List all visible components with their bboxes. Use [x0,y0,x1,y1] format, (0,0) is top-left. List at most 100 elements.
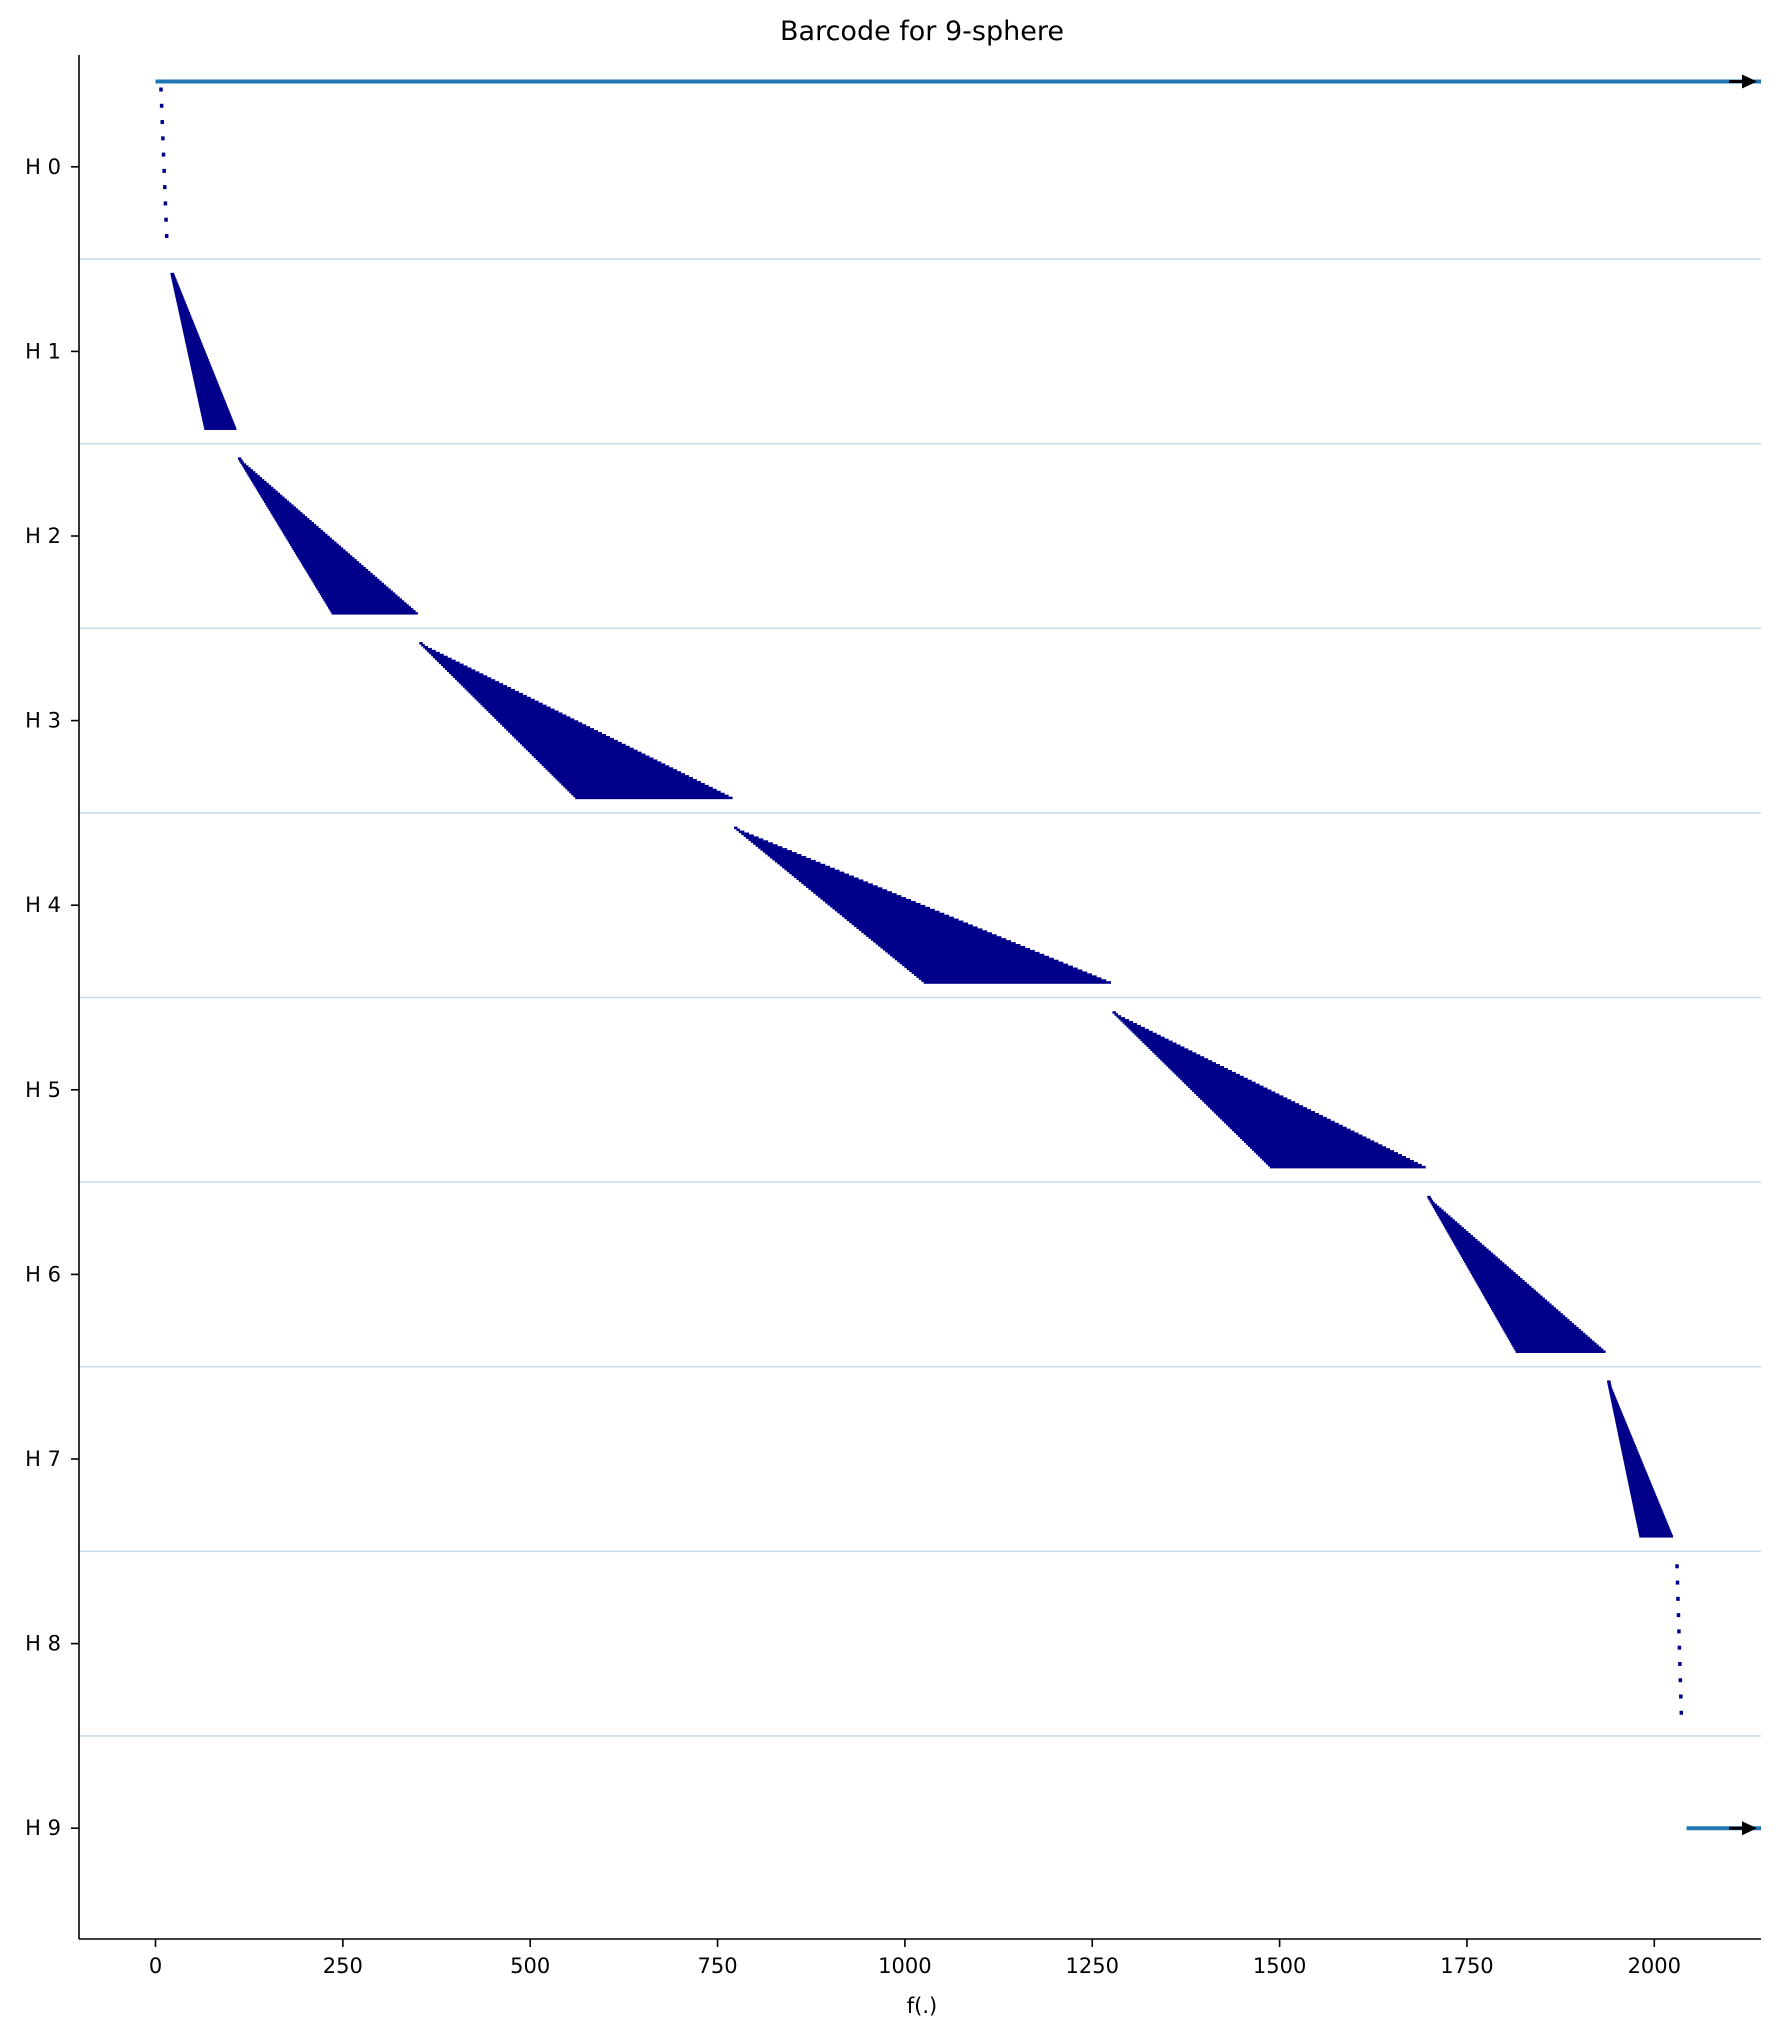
bar-h7 [1629,1490,1655,1493]
bar-h4 [765,852,797,855]
bar-h7 [1627,1476,1649,1479]
bar-h4 [746,836,759,839]
bar-h5 [1122,1021,1134,1024]
bar-h6 [1445,1227,1464,1230]
bar-h1 [195,386,220,389]
bar-h3 [431,653,444,657]
bar-h1 [173,288,181,292]
bar-h6 [1467,1266,1509,1269]
bar-h3 [435,657,452,661]
bar-h1 [186,345,204,348]
chart-title: Barcode for 9-sphere [780,16,1064,47]
bar-h3 [439,661,460,665]
bar-h1 [173,286,180,290]
bar-h1 [179,315,192,319]
bar-h4 [861,930,988,933]
bar-h1 [181,323,195,327]
bar-h5 [1150,1048,1189,1051]
bar-h5 [1212,1109,1312,1112]
bar-h2 [328,606,412,609]
bar-h5 [1190,1087,1268,1091]
bar-h5 [1194,1091,1276,1095]
bar-h4 [743,834,754,838]
bar-h3 [529,751,642,755]
bar-h5 [1128,1026,1145,1030]
bar-h5 [1255,1152,1399,1155]
bar-h5 [1126,1024,1141,1028]
bar-h2 [284,533,328,537]
bar-h5 [1265,1161,1418,1165]
bar-h7 [1624,1462,1644,1466]
bar-h2 [311,578,380,582]
bar-h3 [573,794,729,798]
bar-h1 [201,415,232,419]
bar-h8 [1676,1613,1681,1618]
bar-h4 [834,908,935,912]
bar-h3 [571,792,725,796]
bar-h7 [1621,1448,1638,1452]
bar-h1 [170,272,175,276]
bar-h3 [474,696,531,700]
bar-h6 [1498,1321,1572,1324]
bar-h3 [545,767,674,770]
bar-h7 [1608,1386,1612,1389]
bar-h7 [1618,1435,1632,1438]
bar-h5 [1186,1083,1260,1087]
bar-h7 [1631,1495,1657,1499]
bar-h2 [307,572,373,576]
bar-h2 [252,480,267,484]
bar-h1 [198,400,226,403]
bar-h2 [325,602,407,605]
bar-h3 [496,718,575,721]
bar-h5 [1124,1022,1137,1026]
bar-h7 [1614,1417,1625,1421]
bar-h7 [1617,1431,1631,1434]
bar-h4 [784,867,835,871]
bar-h3 [517,739,618,743]
bar-h4 [918,977,1102,980]
bar-h6 [1484,1295,1543,1299]
bar-h3 [506,728,595,731]
bar-h1 [192,372,215,376]
bar-h4 [844,916,954,920]
bar-h2 [309,574,375,578]
bar-h7 [1625,1466,1645,1470]
bar-h1 [197,396,224,399]
bar-h7 [1631,1497,1658,1501]
bar-h3 [565,786,713,790]
bar-h2 [282,531,326,535]
bar-h5 [1269,1165,1426,1169]
bar-h5 [1210,1107,1308,1110]
bar-h7 [1612,1405,1620,1409]
bar-h3 [531,753,646,757]
bar-h4 [842,914,950,918]
bar-h2 [275,520,312,523]
bar-h1 [172,282,179,286]
bar-h1 [188,356,209,360]
x-tick-label: 500 [510,1954,550,1978]
bar-h2 [326,604,409,607]
bar-h1 [202,421,235,425]
bar-h7 [1615,1419,1626,1423]
bar-h5 [1146,1044,1181,1048]
bar-h2 [303,565,364,568]
bar-h6 [1503,1328,1581,1332]
bar-h6 [1473,1276,1521,1279]
bar-h5 [1243,1140,1375,1143]
bar-h4 [772,857,811,861]
bar-h6 [1504,1330,1584,1334]
bar-h6 [1464,1260,1503,1263]
bar-h2 [253,482,269,486]
bar-h0 [164,217,168,222]
bar-h1 [193,376,216,380]
bar-h7 [1614,1413,1624,1417]
bar-h4 [916,975,1097,978]
bar-h5 [1134,1032,1157,1036]
bar-h7 [1637,1527,1670,1530]
bar-h7 [1617,1429,1630,1432]
bar-h5 [1112,1011,1116,1014]
bar-h6 [1442,1223,1460,1226]
bar-h3 [468,690,519,694]
bar-h3 [433,655,448,659]
bar-h1 [195,388,221,391]
